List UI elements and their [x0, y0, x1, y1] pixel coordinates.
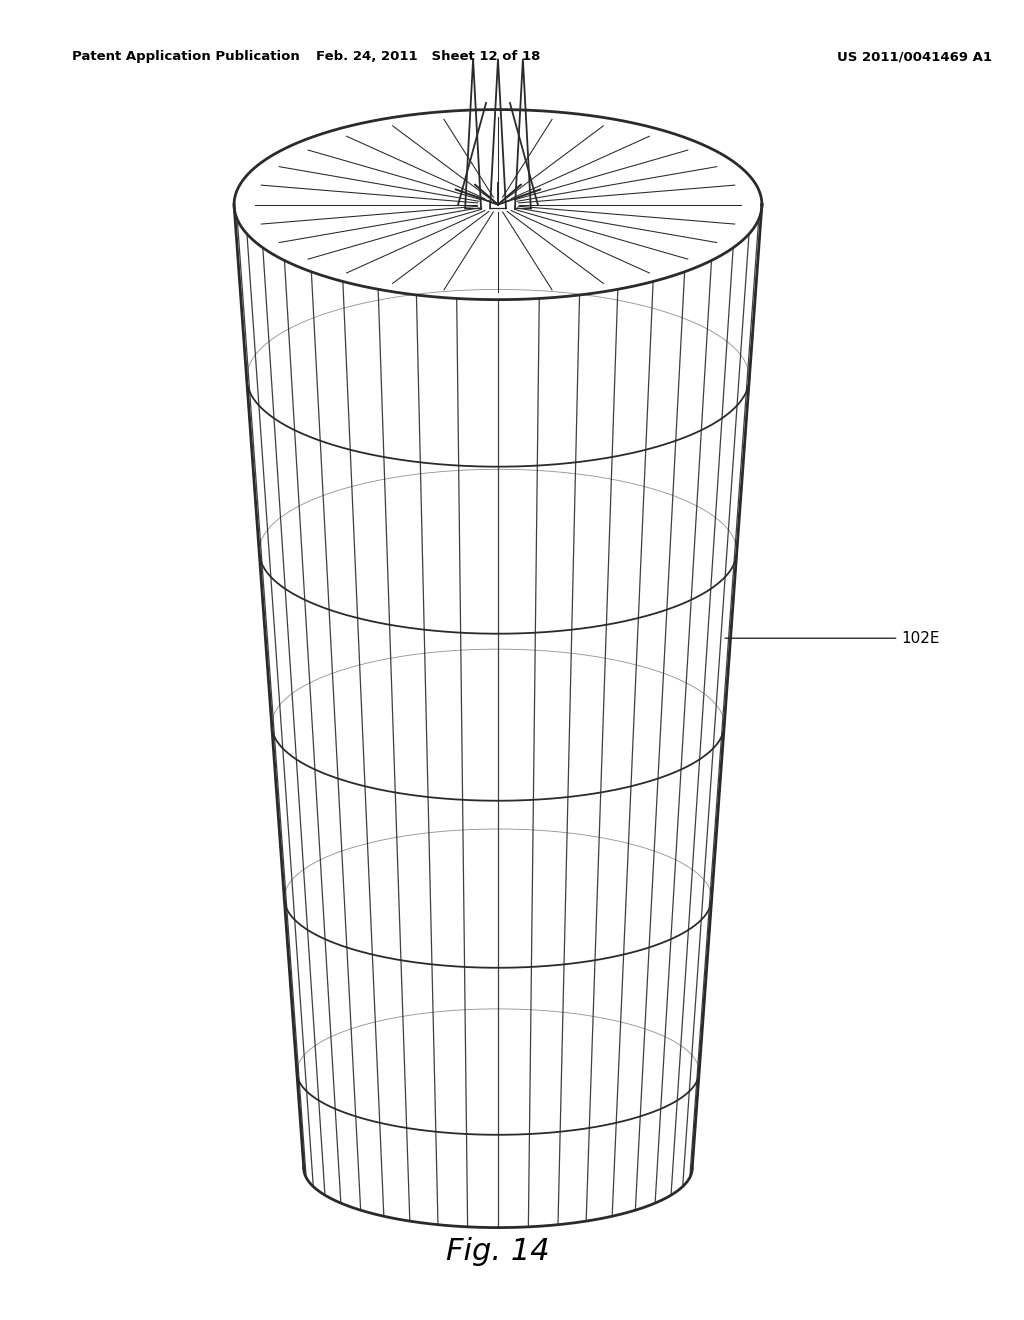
Text: Feb. 24, 2011   Sheet 12 of 18: Feb. 24, 2011 Sheet 12 of 18: [316, 50, 541, 63]
Text: 102E: 102E: [725, 631, 940, 645]
Text: Fig. 14: Fig. 14: [446, 1237, 550, 1266]
Text: Patent Application Publication: Patent Application Publication: [72, 50, 299, 63]
Text: US 2011/0041469 A1: US 2011/0041469 A1: [837, 50, 991, 63]
